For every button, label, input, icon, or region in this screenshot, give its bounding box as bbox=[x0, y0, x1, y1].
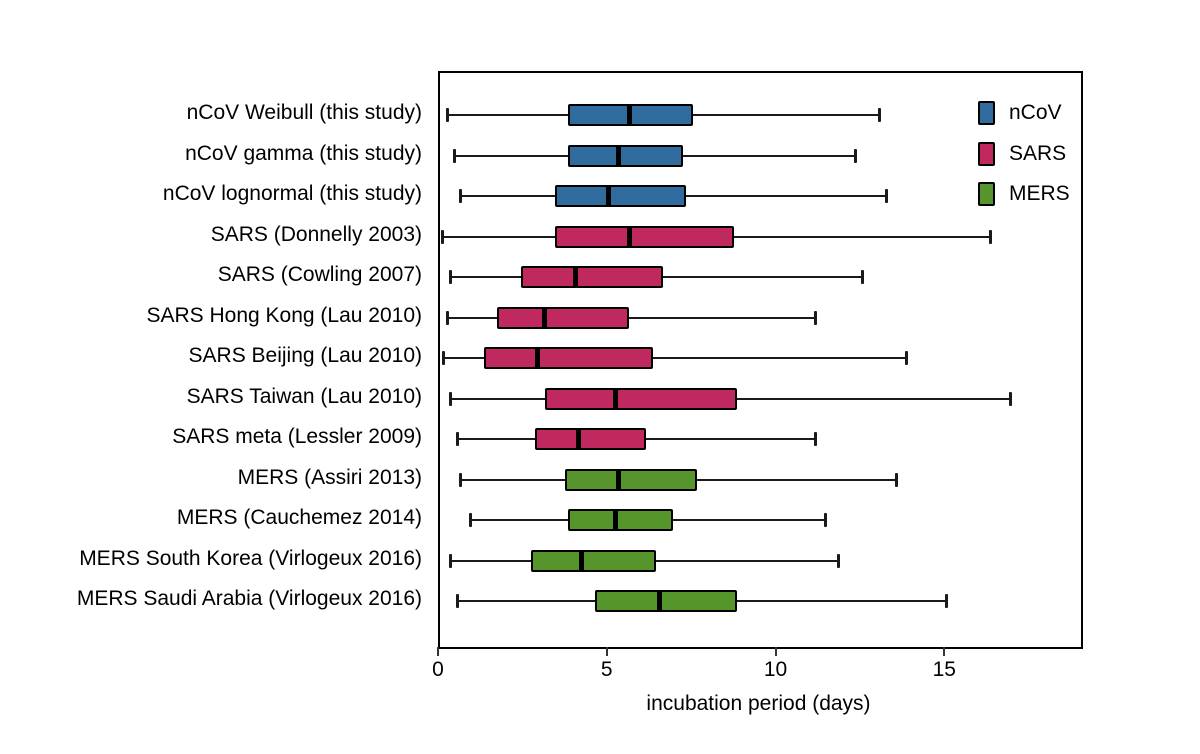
x-tick-label: 15 bbox=[932, 658, 956, 681]
legend-swatch-ncov bbox=[978, 101, 995, 125]
row-label: SARS Hong Kong (Lau 2010) bbox=[146, 303, 422, 327]
x-axis: 0 5 10 15 bbox=[0, 647, 1200, 707]
legend-swatch-sars bbox=[978, 141, 995, 166]
box-iqr bbox=[521, 266, 663, 288]
whisker-line bbox=[446, 316, 815, 319]
whisker-line bbox=[443, 357, 906, 359]
box-iqr bbox=[531, 549, 656, 572]
whisker-cap-low bbox=[442, 351, 446, 365]
whisker-cap-low bbox=[455, 432, 459, 446]
median-line bbox=[613, 387, 618, 410]
whisker-cap-high bbox=[837, 553, 841, 568]
x-tick-mark bbox=[605, 647, 608, 656]
median-line bbox=[572, 266, 578, 288]
legend-label: SARS bbox=[1009, 141, 1067, 165]
whisker-cap-high bbox=[989, 229, 993, 244]
row-label: MERS South Korea (Virlogeux 2016) bbox=[79, 546, 422, 570]
row-label: SARS (Cowling 2007) bbox=[217, 263, 422, 286]
box-iqr bbox=[568, 144, 683, 167]
whisker-cap-low bbox=[455, 594, 459, 608]
row-label: SARS Taiwan (Lau 2010) bbox=[186, 384, 422, 408]
row-label: nCoV lognormal (this study) bbox=[162, 182, 422, 205]
whisker-cap-low bbox=[459, 472, 463, 487]
legend-label: nCoV bbox=[1009, 101, 1062, 124]
median-line bbox=[542, 306, 548, 329]
median-line bbox=[626, 225, 632, 248]
box-iqr bbox=[483, 347, 653, 369]
whisker-cap-low bbox=[449, 553, 453, 568]
row-label: MERS (Assiri 2013) bbox=[237, 465, 422, 489]
whisker-cap-low bbox=[440, 229, 444, 244]
median-line bbox=[535, 347, 541, 369]
whisker-cap-high bbox=[823, 513, 827, 527]
x-tick-mark bbox=[774, 647, 777, 656]
x-tick-mark bbox=[437, 647, 439, 656]
box-iqr bbox=[564, 468, 697, 491]
whisker-cap-high bbox=[877, 108, 881, 122]
plot-area bbox=[438, 71, 1083, 649]
whisker-cap-low bbox=[445, 310, 449, 325]
median-line bbox=[613, 509, 618, 531]
whisker-cap-low bbox=[469, 513, 473, 527]
row-label: nCoV gamma (this study) bbox=[185, 141, 422, 165]
legend-swatch-mers bbox=[978, 182, 995, 206]
row-label: nCoV Weibull (this study) bbox=[186, 101, 422, 124]
row-label: SARS meta (Lessler 2009) bbox=[172, 425, 422, 448]
x-tick-mark bbox=[943, 647, 946, 656]
whisker-cap-high bbox=[813, 432, 817, 446]
median-line bbox=[579, 549, 585, 572]
legend-label: MERS bbox=[1009, 182, 1070, 205]
box-iqr bbox=[497, 306, 629, 329]
x-tick-label: 10 bbox=[763, 658, 788, 681]
median-line bbox=[616, 144, 622, 167]
box-iqr bbox=[554, 185, 687, 207]
x-axis-title: incubation period (days) bbox=[646, 692, 871, 715]
whisker-cap-high bbox=[904, 351, 908, 365]
y-axis-row-labels: nCoV Weibull (this study) nCoV gamma (thi… bbox=[0, 71, 430, 645]
whisker-cap-high bbox=[1009, 391, 1013, 406]
row-label: MERS Saudi Arabia (Virlogeux 2016) bbox=[76, 587, 422, 610]
median-line bbox=[656, 590, 662, 612]
x-tick-label: 0 bbox=[432, 658, 444, 681]
row-label: SARS Beijing (Lau 2010) bbox=[188, 344, 422, 367]
median-line bbox=[575, 428, 581, 450]
box-iqr bbox=[544, 387, 737, 410]
box-iqr bbox=[554, 225, 734, 248]
median-line bbox=[626, 104, 632, 126]
whisker-cap-high bbox=[884, 189, 888, 203]
whisker-cap-high bbox=[945, 594, 949, 608]
row-label: MERS (Cauchemez 2014) bbox=[176, 506, 422, 529]
whisker-cap-high bbox=[894, 472, 898, 487]
box-iqr bbox=[534, 428, 646, 450]
whisker-cap-low bbox=[449, 391, 453, 406]
whisker-cap-high bbox=[854, 148, 858, 163]
whisker-cap-low bbox=[452, 148, 456, 163]
row-label: SARS (Donnelly 2003) bbox=[210, 222, 422, 246]
box-iqr bbox=[595, 590, 737, 612]
x-tick-label: 5 bbox=[600, 658, 613, 681]
whisker-cap-high bbox=[860, 270, 864, 284]
median-line bbox=[616, 468, 622, 491]
whisker-cap-low bbox=[459, 189, 463, 203]
box-iqr bbox=[568, 509, 673, 531]
whisker-cap-low bbox=[449, 270, 453, 284]
whisker-cap-high bbox=[813, 310, 817, 325]
whisker-cap-low bbox=[445, 108, 449, 122]
median-line bbox=[606, 185, 612, 207]
